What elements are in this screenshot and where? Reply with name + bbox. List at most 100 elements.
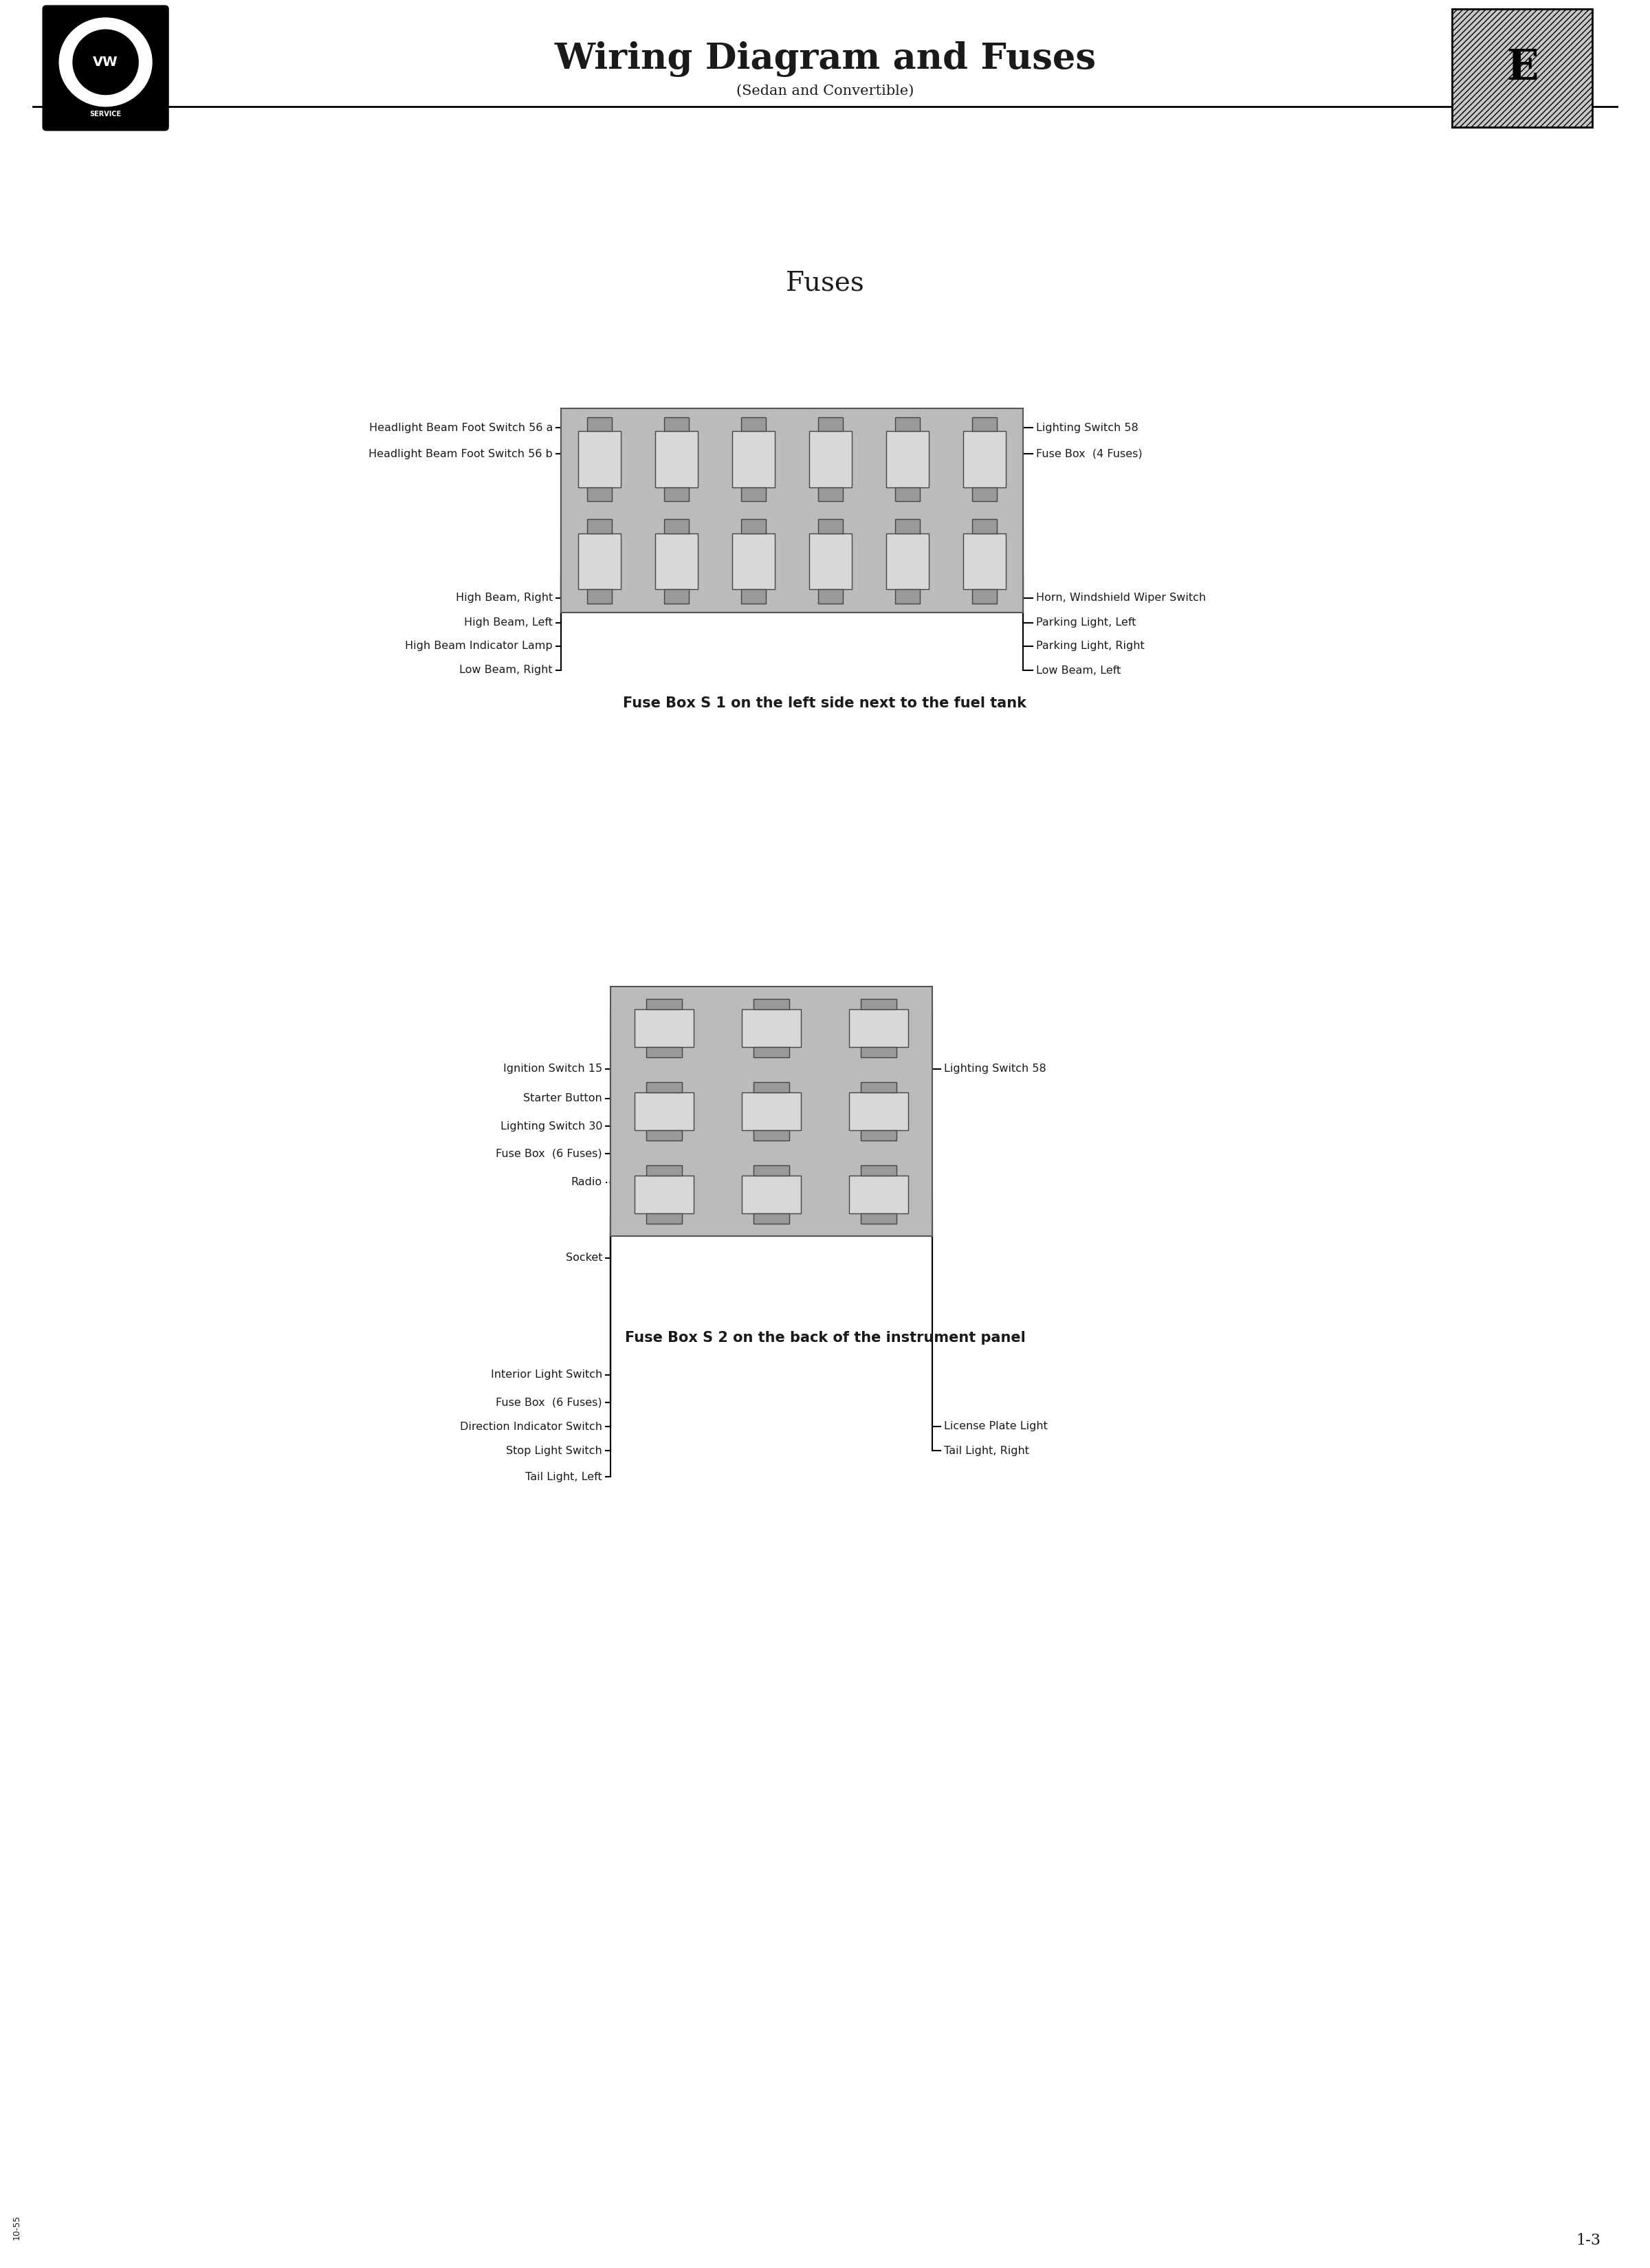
Bar xyxy=(964,533,1006,590)
Bar xyxy=(754,1213,789,1225)
Bar xyxy=(850,1175,908,1213)
Text: (Sedan and Convertible): (Sedan and Convertible) xyxy=(736,84,914,98)
Text: Interior Light Switch: Interior Light Switch xyxy=(490,1370,602,1381)
Bar xyxy=(754,1129,789,1141)
Bar xyxy=(972,590,997,603)
Bar xyxy=(663,417,690,431)
Bar xyxy=(579,431,620,488)
Bar xyxy=(742,1175,800,1213)
Text: Tail Light, Left: Tail Light, Left xyxy=(525,1472,602,1481)
Text: Wiring Diagram and Fuses: Wiring Diagram and Fuses xyxy=(554,41,1096,77)
Bar xyxy=(647,1048,681,1057)
Bar xyxy=(754,1082,789,1093)
Bar xyxy=(861,998,896,1009)
Bar xyxy=(818,417,843,431)
Ellipse shape xyxy=(59,18,152,107)
Text: Fuse Box  (6 Fuses): Fuse Box (6 Fuses) xyxy=(497,1148,602,1159)
Text: Socket: Socket xyxy=(566,1252,602,1263)
Bar xyxy=(754,1166,789,1175)
Bar xyxy=(741,488,766,501)
Bar xyxy=(663,488,690,501)
Text: Parking Light, Left: Parking Light, Left xyxy=(1036,617,1137,628)
Bar xyxy=(610,987,932,1236)
Bar xyxy=(1452,9,1592,127)
Text: Headlight Beam Foot Switch 56 a: Headlight Beam Foot Switch 56 a xyxy=(370,422,553,433)
Bar xyxy=(818,488,843,501)
Bar xyxy=(587,590,612,603)
Text: Low Beam, Right: Low Beam, Right xyxy=(459,665,553,676)
Bar xyxy=(635,1093,693,1129)
Text: Lighting Switch 58: Lighting Switch 58 xyxy=(1036,422,1138,433)
Bar xyxy=(754,998,789,1009)
Text: Fuse Box S 1 on the left side next to the fuel tank: Fuse Box S 1 on the left side next to th… xyxy=(624,696,1026,710)
Text: Lighting Switch 30: Lighting Switch 30 xyxy=(500,1120,602,1132)
Text: High Beam, Left: High Beam, Left xyxy=(464,617,553,628)
Text: Headlight Beam Foot Switch 56 b: Headlight Beam Foot Switch 56 b xyxy=(368,449,553,458)
Text: Fuses: Fuses xyxy=(785,270,865,297)
Text: High Beam Indicator Lamp: High Beam Indicator Lamp xyxy=(406,642,553,651)
Bar xyxy=(894,590,921,603)
Bar xyxy=(733,533,775,590)
Bar xyxy=(861,1213,896,1225)
Text: High Beam, Right: High Beam, Right xyxy=(455,592,553,603)
Bar xyxy=(886,533,929,590)
Text: Ignition Switch 15: Ignition Switch 15 xyxy=(503,1064,602,1075)
Text: Stop Light Switch: Stop Light Switch xyxy=(507,1445,602,1456)
Bar xyxy=(663,519,690,533)
Bar xyxy=(861,1048,896,1057)
Bar xyxy=(861,1129,896,1141)
Bar xyxy=(894,519,921,533)
Text: Horn, Windshield Wiper Switch: Horn, Windshield Wiper Switch xyxy=(1036,592,1206,603)
Bar xyxy=(663,590,690,603)
Bar xyxy=(810,533,851,590)
Bar xyxy=(587,417,612,431)
Bar xyxy=(850,1009,908,1048)
Bar xyxy=(733,431,775,488)
Bar xyxy=(647,998,681,1009)
Bar xyxy=(742,1009,800,1048)
Bar xyxy=(818,519,843,533)
Text: Direction Indicator Switch: Direction Indicator Switch xyxy=(460,1422,602,1431)
Bar xyxy=(647,1166,681,1175)
Bar xyxy=(972,417,997,431)
Bar xyxy=(647,1213,681,1225)
Bar xyxy=(587,519,612,533)
Text: Low Beam, Left: Low Beam, Left xyxy=(1036,665,1120,676)
Bar xyxy=(635,1009,693,1048)
Bar xyxy=(754,1048,789,1057)
Bar xyxy=(861,1166,896,1175)
Text: VW: VW xyxy=(92,57,119,68)
Bar xyxy=(741,417,766,431)
FancyBboxPatch shape xyxy=(43,7,168,129)
Bar xyxy=(894,417,921,431)
Text: 1-3: 1-3 xyxy=(1576,2234,1600,2248)
Text: License Plate Light: License Plate Light xyxy=(944,1422,1048,1431)
Bar xyxy=(647,1082,681,1093)
Bar xyxy=(741,590,766,603)
Text: Fuse Box  (6 Fuses): Fuse Box (6 Fuses) xyxy=(497,1397,602,1408)
Text: Fuse Box  (4 Fuses): Fuse Box (4 Fuses) xyxy=(1036,449,1142,458)
Bar xyxy=(579,533,620,590)
Text: Starter Button: Starter Button xyxy=(523,1093,602,1105)
Text: Radio: Radio xyxy=(571,1177,602,1188)
Text: Parking Light, Right: Parking Light, Right xyxy=(1036,642,1145,651)
Bar xyxy=(587,488,612,501)
Text: E: E xyxy=(1506,48,1538,88)
Bar xyxy=(850,1093,908,1129)
Bar xyxy=(742,1093,800,1129)
Bar xyxy=(972,488,997,501)
Text: SERVICE: SERVICE xyxy=(89,111,122,118)
Bar xyxy=(647,1129,681,1141)
Bar xyxy=(655,431,698,488)
Bar xyxy=(861,1082,896,1093)
Bar xyxy=(741,519,766,533)
Bar xyxy=(561,408,1023,612)
Bar xyxy=(886,431,929,488)
Ellipse shape xyxy=(73,29,139,95)
Bar xyxy=(635,1175,693,1213)
Bar xyxy=(810,431,851,488)
Text: Lighting Switch 58: Lighting Switch 58 xyxy=(944,1064,1046,1075)
Text: Tail Light, Right: Tail Light, Right xyxy=(944,1445,1030,1456)
Text: 10-55: 10-55 xyxy=(12,2214,21,2241)
Text: Fuse Box S 2 on the back of the instrument panel: Fuse Box S 2 on the back of the instrume… xyxy=(625,1331,1025,1345)
